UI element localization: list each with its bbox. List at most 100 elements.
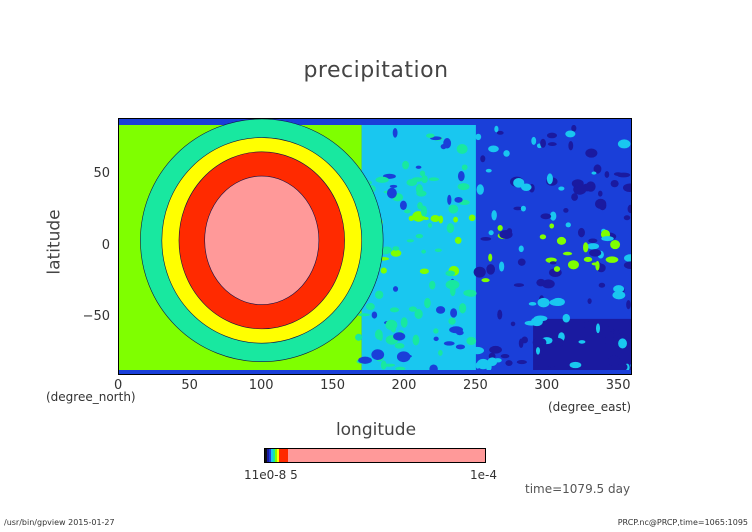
heatmap-patch bbox=[378, 331, 383, 341]
heatmap-patch bbox=[616, 172, 631, 178]
heatmap-patch bbox=[480, 155, 486, 163]
heatmap-patch bbox=[417, 202, 423, 210]
heatmap-patch bbox=[450, 308, 458, 318]
heatmap-patch bbox=[531, 136, 537, 145]
heatmap-patch bbox=[386, 187, 397, 199]
heatmap-patch bbox=[540, 213, 552, 220]
heatmap-patch bbox=[406, 178, 418, 186]
heatmap-patch bbox=[591, 171, 597, 175]
heatmap-patch bbox=[426, 133, 435, 138]
heatmap-patch bbox=[524, 320, 539, 326]
heatmap-patch bbox=[415, 165, 422, 169]
heatmap-patch bbox=[578, 340, 586, 344]
heatmap-patch bbox=[549, 299, 564, 306]
heatmap-patch bbox=[626, 299, 631, 310]
heatmap-patch bbox=[589, 249, 602, 257]
footer-right: PRCP.nc@PRCP,time=1065:1095 bbox=[617, 518, 748, 527]
heatmap-patch bbox=[395, 366, 406, 371]
heatmap-patch bbox=[481, 278, 490, 283]
heatmap-patch bbox=[496, 130, 504, 135]
heatmap-patch bbox=[499, 261, 505, 272]
x-tick-label: 300 bbox=[534, 378, 560, 393]
colorbar bbox=[264, 448, 486, 463]
heatmap-patch bbox=[423, 216, 429, 221]
heatmap-patch bbox=[546, 132, 558, 139]
heatmap-patch bbox=[473, 266, 486, 278]
heatmap-patch bbox=[547, 142, 557, 147]
heatmap-patch bbox=[421, 249, 426, 254]
heatmap-patch bbox=[447, 194, 452, 205]
heatmap-patch bbox=[583, 242, 589, 253]
heatmap-patch bbox=[457, 183, 470, 191]
y-axis-units: (degree_north) bbox=[46, 390, 136, 404]
heatmap-core-pink bbox=[204, 175, 320, 305]
heatmap-patch bbox=[390, 326, 396, 333]
heatmap-patch bbox=[610, 179, 619, 188]
heatmap-patch bbox=[419, 268, 429, 275]
heatmap-patch bbox=[503, 150, 510, 157]
colorbar-segment-6 bbox=[277, 449, 279, 462]
colorbar-segment-1 bbox=[267, 449, 269, 462]
heatmap-patch bbox=[443, 341, 455, 346]
y-tick-label: 0 bbox=[101, 237, 110, 253]
heatmap-patch bbox=[577, 227, 585, 238]
heatmap-patch bbox=[456, 143, 468, 154]
heatmap-patch bbox=[612, 291, 626, 300]
heatmap-patch bbox=[583, 320, 590, 330]
heatmap-patch bbox=[587, 298, 592, 304]
x-tick-label: 0 bbox=[114, 378, 123, 393]
heatmap-patch bbox=[601, 236, 614, 242]
heatmap-patch bbox=[402, 160, 410, 170]
x-tick-label: 50 bbox=[181, 378, 198, 393]
heatmap-patch bbox=[558, 186, 565, 191]
heatmap-patch bbox=[536, 278, 546, 287]
heatmap-patch bbox=[513, 178, 525, 188]
x-tick-label: 100 bbox=[248, 378, 274, 393]
heatmap-patch bbox=[585, 148, 598, 158]
heatmap-patch bbox=[358, 356, 372, 364]
chart-title: precipitation bbox=[303, 58, 449, 83]
heatmap-patch bbox=[491, 210, 497, 221]
heatmap-patch bbox=[393, 332, 406, 341]
heatmap-patch bbox=[540, 138, 546, 148]
x-tick-label: 250 bbox=[462, 378, 488, 393]
heatmap-patch bbox=[549, 261, 557, 265]
heatmap-patch bbox=[434, 248, 442, 253]
colorbar-segment-7 bbox=[279, 449, 288, 462]
heatmap-patch bbox=[488, 230, 494, 236]
x-tick-label: 150 bbox=[320, 378, 345, 393]
heatmap-patch bbox=[516, 360, 527, 365]
colorbar-tick-high: 1e-4 bbox=[470, 468, 497, 482]
heatmap-patch bbox=[497, 225, 503, 232]
heatmap-patch bbox=[533, 315, 548, 322]
colorbar-tick-low: 11e0-8 5 bbox=[244, 468, 298, 482]
heatmap-patch bbox=[622, 183, 631, 193]
heatmap-patch bbox=[630, 363, 631, 367]
heatmap-patch bbox=[399, 200, 407, 210]
heatmap-patch bbox=[394, 343, 405, 349]
heatmap-patch bbox=[365, 302, 375, 311]
heatmap-patch bbox=[535, 346, 541, 355]
heatmap-patch bbox=[356, 313, 370, 317]
heatmap-patch bbox=[598, 282, 606, 288]
heatmap-patch bbox=[539, 234, 547, 240]
heatmap-patch bbox=[591, 262, 600, 266]
heatmap-patch bbox=[470, 346, 485, 355]
heatmap-patch bbox=[548, 363, 555, 368]
heatmap-patch bbox=[505, 360, 513, 366]
heatmap-patch bbox=[500, 353, 510, 359]
heatmap-patch bbox=[371, 349, 385, 360]
heatmap-patch bbox=[488, 145, 499, 153]
heatmap-patch bbox=[573, 186, 579, 195]
heatmap-patch bbox=[537, 297, 550, 308]
heatmap-patch bbox=[381, 246, 392, 254]
heatmap-patch bbox=[475, 133, 482, 141]
heatmap-patch bbox=[553, 266, 561, 272]
plot-area bbox=[118, 118, 632, 375]
heatmap-patch bbox=[448, 204, 459, 214]
heatmap-patch bbox=[466, 336, 477, 346]
heatmap-patch bbox=[454, 196, 463, 203]
heatmap-patch bbox=[404, 209, 411, 214]
heatmap-patch bbox=[448, 317, 456, 325]
heatmap-patch bbox=[569, 361, 582, 369]
